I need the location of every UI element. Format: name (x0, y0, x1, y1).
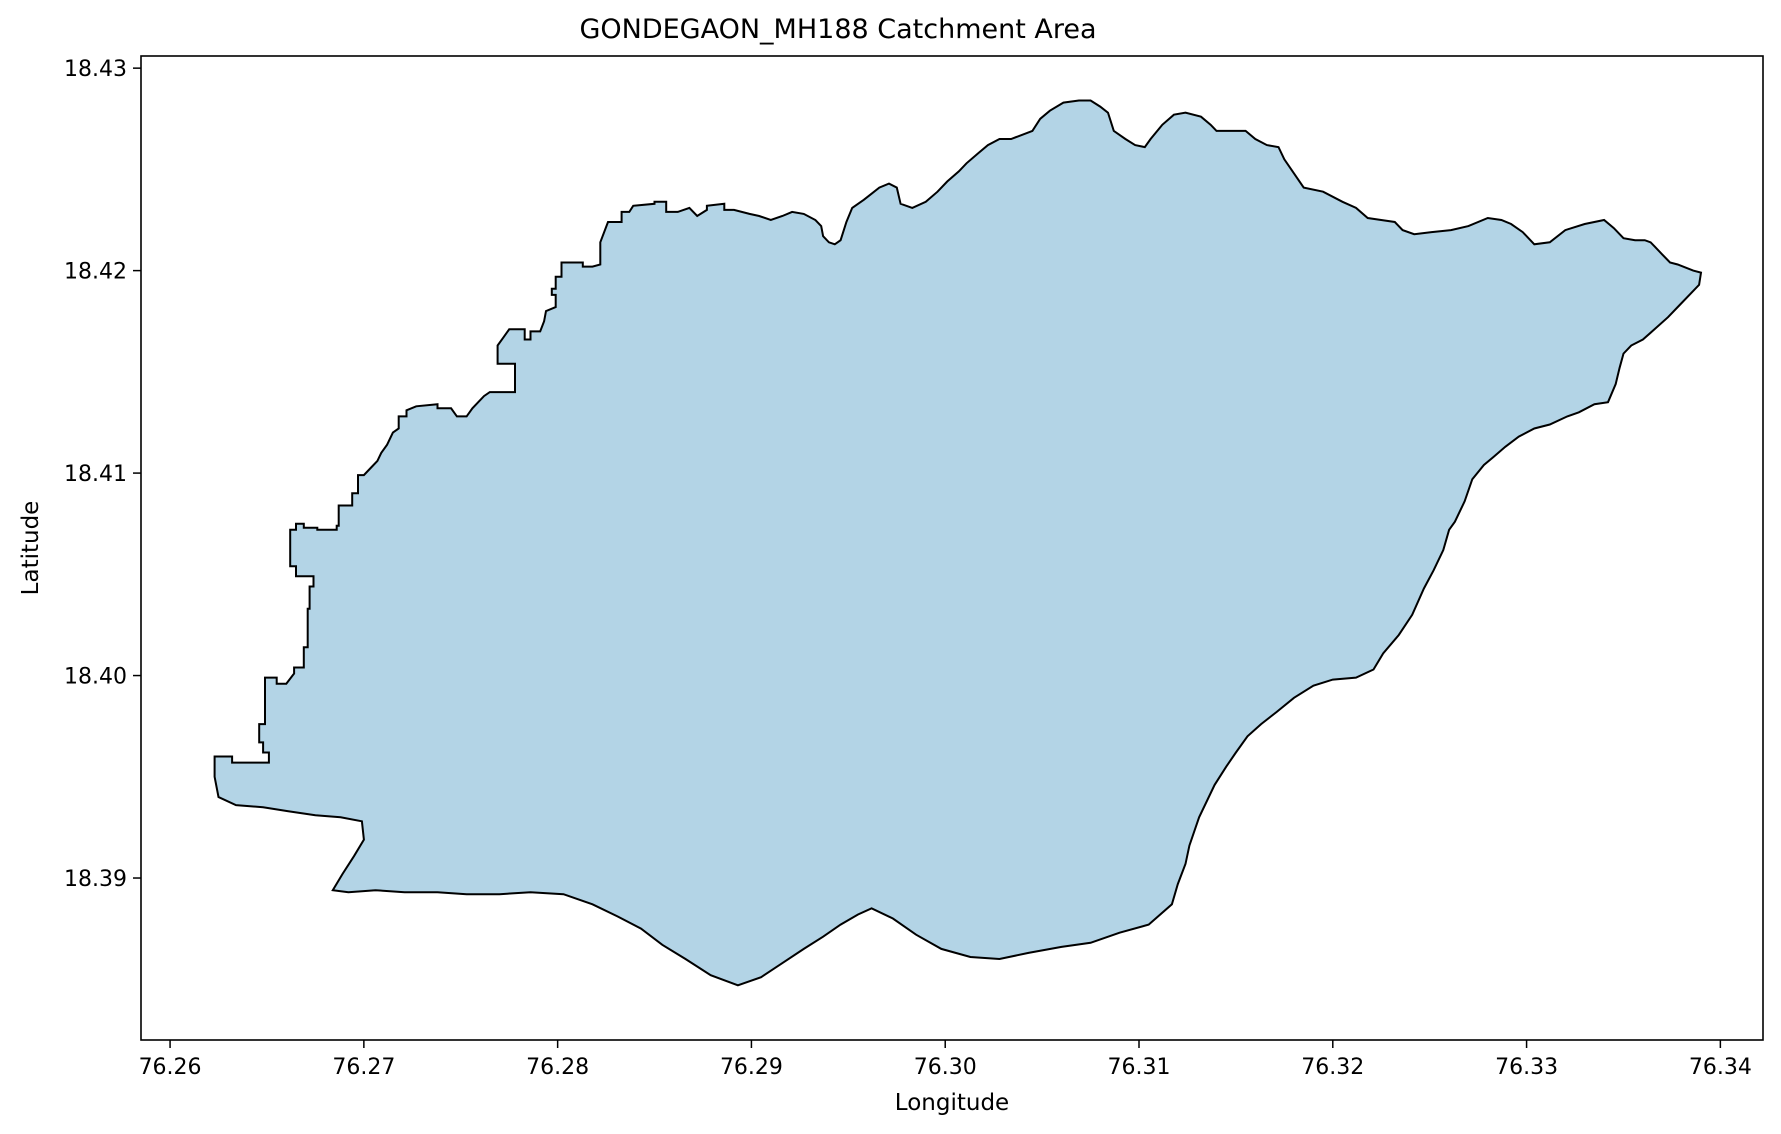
y-tick-label: 18.43 (64, 57, 127, 82)
x-tick-label: 76.33 (1495, 1055, 1558, 1080)
y-tick-label: 18.41 (64, 462, 127, 487)
y-tick-label: 18.39 (64, 867, 127, 892)
plot-area (213, 99, 1703, 987)
x-tick-label: 76.29 (720, 1055, 783, 1080)
axes-frame (140, 55, 1764, 1041)
y-axis: 18.39 18.40 18.41 18.42 18.43 (64, 57, 141, 892)
x-tick-label: 76.28 (526, 1055, 589, 1080)
x-tick-label: 76.32 (1301, 1055, 1364, 1080)
x-tick-label: 76.34 (1689, 1055, 1752, 1080)
x-tick-label: 76.27 (332, 1055, 395, 1080)
y-axis-label: Latitude (18, 501, 44, 596)
x-axis-label: Longitude (895, 1090, 1009, 1116)
x-tick-label: 76.26 (139, 1055, 202, 1080)
y-tick-label: 18.40 (64, 665, 127, 690)
x-axis: 76.26 76.27 76.28 76.29 76.30 76.31 76.32 76.33… (139, 1040, 1752, 1080)
catchment-polygon (213, 99, 1703, 987)
y-tick-label: 18.42 (64, 260, 127, 285)
x-tick-label: 76.31 (1108, 1055, 1171, 1080)
x-tick-label: 76.30 (914, 1055, 977, 1080)
chart-title: GONDEGAON_MH188 Catchment Area (579, 14, 1096, 45)
